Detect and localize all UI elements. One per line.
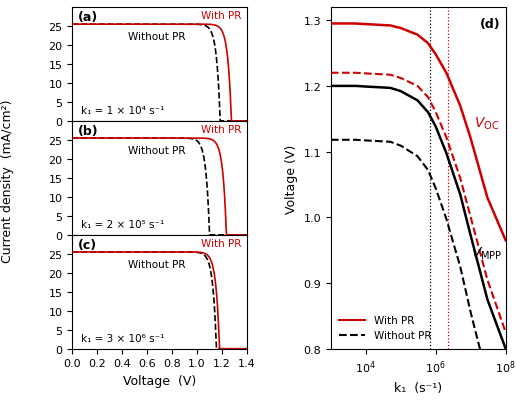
Text: k₁ = 1 × 10⁴ s⁻¹: k₁ = 1 × 10⁴ s⁻¹	[81, 106, 165, 116]
Text: Without PR: Without PR	[128, 146, 186, 156]
Text: (c): (c)	[77, 239, 96, 252]
Text: k₁ = 2 × 10⁵ s⁻¹: k₁ = 2 × 10⁵ s⁻¹	[81, 220, 164, 229]
Legend: With PR, Without PR: With PR, Without PR	[336, 312, 434, 344]
X-axis label: k₁  (s⁻¹): k₁ (s⁻¹)	[394, 381, 442, 394]
Text: Without PR: Without PR	[128, 259, 186, 269]
Text: (b): (b)	[77, 125, 98, 138]
X-axis label: Voltage  (V): Voltage (V)	[123, 374, 196, 387]
Text: With PR: With PR	[201, 125, 242, 135]
Text: Current density  (mA/cm²): Current density (mA/cm²)	[1, 99, 14, 262]
Text: Without PR: Without PR	[128, 32, 186, 42]
Text: (a): (a)	[77, 12, 98, 24]
Text: $V_{\rm MPP}$: $V_{\rm MPP}$	[471, 245, 502, 261]
Text: k₁ = 3 × 10⁶ s⁻¹: k₁ = 3 × 10⁶ s⁻¹	[81, 333, 165, 343]
Text: With PR: With PR	[201, 239, 242, 249]
Text: (d): (d)	[480, 18, 501, 31]
Text: With PR: With PR	[201, 12, 242, 21]
Text: $V_{\rm OC}$: $V_{\rm OC}$	[474, 115, 499, 132]
Y-axis label: Voltage (V): Voltage (V)	[285, 144, 298, 213]
